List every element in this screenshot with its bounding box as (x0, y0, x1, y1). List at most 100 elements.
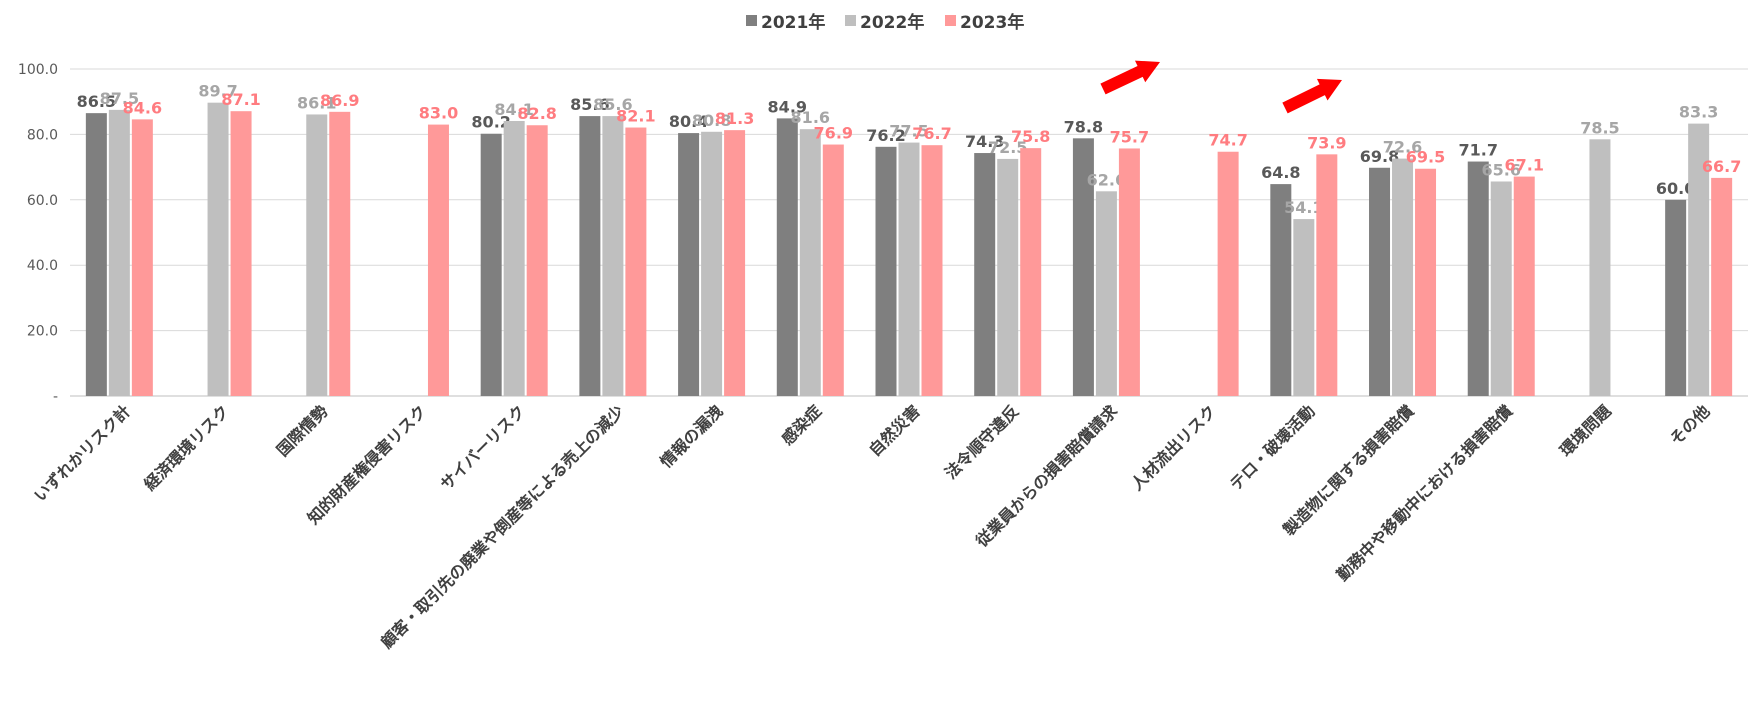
bar (306, 114, 328, 396)
bar (997, 158, 1019, 396)
bar (1467, 161, 1489, 396)
data-label: 84.9 (768, 97, 807, 116)
bar (1665, 199, 1687, 396)
y-tick-label: - (53, 389, 58, 405)
data-label: 69.8 (1360, 147, 1399, 166)
data-label: 74.3 (965, 132, 1004, 151)
data-label: 83.3 (1679, 103, 1718, 122)
data-label: 85.6 (570, 95, 609, 114)
data-label: 82.8 (517, 104, 556, 123)
data-label: 86.5 (77, 92, 116, 111)
legend-swatch (746, 15, 757, 26)
bar (1688, 123, 1710, 396)
bar (1589, 139, 1611, 396)
data-label: 54.1 (1284, 198, 1323, 217)
data-label: 64.8 (1261, 163, 1300, 182)
bar (1369, 167, 1391, 396)
data-label: 72.5 (988, 138, 1027, 157)
data-label: 76.7 (912, 124, 951, 143)
data-label: 81.6 (791, 108, 830, 127)
bar (579, 116, 601, 396)
x-tick-label: 自然災害 (865, 401, 924, 460)
data-label: 84.1 (494, 100, 533, 119)
bar (131, 119, 153, 396)
bar (701, 131, 723, 396)
bar (427, 124, 449, 396)
legend-item: 2022年 (845, 8, 924, 33)
data-label: 71.7 (1458, 141, 1497, 160)
bar (822, 144, 844, 396)
data-label: 65.6 (1481, 160, 1520, 179)
data-label: 77.5 (889, 122, 928, 141)
data-label: 72.6 (1383, 138, 1422, 157)
legend-item: 2023年 (945, 8, 1024, 33)
x-tick-label: その他 (1666, 401, 1713, 448)
data-label: 82.1 (616, 107, 655, 126)
data-label: 80.2 (471, 113, 510, 132)
bar (625, 127, 647, 397)
bar (1490, 181, 1512, 396)
legend-item: 2021年 (746, 8, 825, 33)
bar (921, 145, 943, 396)
bar (1118, 148, 1140, 396)
x-tick-label: 法令順守違反 (941, 401, 1022, 482)
bar (678, 133, 700, 397)
data-label: 66.7 (1702, 157, 1741, 176)
data-label: 67.1 (1504, 156, 1543, 175)
x-tick-label: テロ・破壊活動 (1226, 401, 1319, 494)
x-tick-label: いずれかリスク計 (30, 401, 134, 505)
legend-label: 2022年 (860, 13, 925, 33)
bar (108, 109, 130, 396)
bar (207, 102, 229, 396)
data-label: 80.4 (669, 112, 708, 131)
data-label: 87.1 (221, 90, 260, 109)
bar (1072, 138, 1094, 396)
data-label: 83.0 (419, 104, 458, 123)
x-tick-label: 勤務中や移動中における損害賠償 (1333, 401, 1517, 585)
bar (85, 113, 107, 397)
bar (1513, 176, 1535, 396)
data-label: 62.6 (1087, 170, 1126, 189)
x-tick-label: 経済環境リスク (140, 401, 233, 494)
red-arrow-icon (1100, 60, 1160, 95)
data-label: 75.8 (1011, 127, 1050, 146)
data-label: 86.9 (320, 91, 359, 110)
data-label: 81.3 (715, 109, 754, 128)
bar (1293, 219, 1315, 396)
y-tick-label: 60.0 (27, 193, 58, 209)
red-arrow-icon (1282, 78, 1342, 114)
bar (776, 118, 798, 396)
bar (1415, 168, 1437, 396)
x-tick-label: 国際情勢 (273, 401, 332, 460)
bar (799, 129, 821, 396)
y-tick-label: 100.0 (18, 62, 58, 78)
data-label: 89.7 (198, 82, 237, 101)
y-tick-label: 20.0 (27, 324, 58, 340)
legend-label: 2021年 (761, 13, 826, 33)
bar (1392, 158, 1414, 396)
data-label: 86.1 (297, 93, 336, 112)
bar (724, 130, 746, 397)
bar (329, 111, 351, 396)
y-tick-label: 40.0 (27, 258, 58, 274)
data-label: 75.7 (1110, 127, 1149, 146)
bar (1217, 151, 1239, 396)
legend-label: 2023年 (960, 13, 1025, 33)
data-label: 76.9 (814, 124, 853, 143)
data-label: 84.6 (123, 98, 162, 117)
data-label: 80.8 (692, 111, 731, 130)
legend-swatch (945, 15, 956, 26)
x-tick-label: 人材流出リスク (1127, 401, 1220, 494)
bar (526, 125, 548, 396)
data-label: 74.7 (1208, 131, 1247, 150)
bar (230, 111, 252, 397)
bar (503, 120, 525, 397)
bar (1711, 177, 1733, 396)
x-tick-label: サイバーリスク (437, 401, 529, 493)
x-tick-label: 環境問題 (1556, 401, 1615, 460)
legend-swatch (845, 15, 856, 26)
x-tick-label: 情報の漏洩 (656, 401, 726, 471)
bar (1020, 148, 1042, 396)
bar (1316, 154, 1338, 396)
